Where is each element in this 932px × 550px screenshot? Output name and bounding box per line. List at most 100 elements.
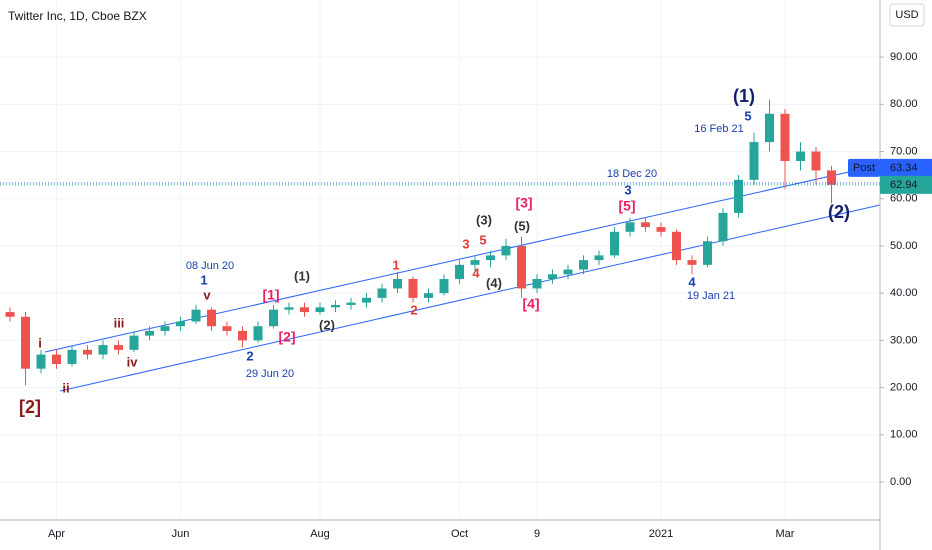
- wave-label: i: [38, 335, 42, 350]
- chart-title: Twitter Inc, 1D, Cboe BZX: [8, 9, 147, 23]
- wave-label: [2]: [19, 397, 41, 417]
- plot: [5, 99, 881, 392]
- candle-body: [641, 222, 650, 228]
- wave-label: 4: [688, 274, 696, 289]
- candle-body: [455, 264, 464, 280]
- candle-body: [5, 312, 15, 317]
- candle-body: [331, 304, 340, 308]
- y-tick-label: 50.00: [890, 240, 918, 252]
- candle-body: [439, 279, 449, 294]
- candle-body: [393, 279, 402, 289]
- candle-body: [656, 227, 666, 232]
- candle-body: [625, 222, 635, 232]
- candle-body: [610, 231, 619, 256]
- wave-label: (1): [733, 86, 755, 106]
- x-tick-label: Oct: [451, 528, 468, 540]
- y-tick-label: 40.00: [890, 287, 918, 299]
- wave-label: [3]: [515, 195, 532, 211]
- x-tick-label: Mar: [776, 528, 795, 540]
- candle-body: [703, 241, 712, 265]
- wave-label: 3: [624, 182, 631, 197]
- candle-body: [377, 288, 387, 298]
- candle-body: [21, 316, 30, 369]
- wave-label: 3: [462, 236, 469, 251]
- candle-body: [811, 151, 821, 171]
- x-tick-label: 9: [534, 528, 540, 540]
- candle-body: [238, 330, 247, 341]
- wave-label: iii: [114, 315, 125, 330]
- wave-label: [2]: [278, 329, 295, 345]
- wave-label: 2: [410, 302, 417, 317]
- candle-body: [284, 307, 294, 310]
- candle-body: [300, 307, 309, 313]
- y-tick-label: 80.00: [890, 98, 918, 110]
- x-tick-label: Aug: [310, 528, 330, 540]
- candle-body: [114, 345, 123, 350]
- candle-body: [548, 274, 557, 280]
- candle-body: [315, 307, 325, 313]
- post-price-box: [880, 158, 932, 177]
- wave-label: (2): [319, 317, 335, 332]
- y-tick-label: 70.00: [890, 145, 918, 157]
- candle-body: [749, 142, 759, 180]
- wave-label: [1]: [262, 287, 279, 303]
- wave-label: 16 Feb 21: [694, 123, 744, 135]
- wave-label: (4): [486, 275, 502, 290]
- candle-body: [253, 326, 263, 341]
- wave-label: 19 Jan 21: [687, 290, 735, 302]
- candle-body: [362, 297, 371, 303]
- last-price-box: [880, 175, 932, 194]
- wave-label: 08 Jun 20: [186, 260, 234, 272]
- candle-body: [176, 321, 185, 327]
- x-tick-label: 2021: [649, 528, 673, 540]
- candle-body: [191, 309, 201, 322]
- candle-body: [718, 212, 728, 242]
- wave-label: [5]: [618, 198, 635, 214]
- candle-body: [672, 231, 681, 261]
- wave-label: v: [203, 287, 211, 302]
- wave-label: [4]: [522, 296, 539, 312]
- candle-body: [796, 151, 805, 161]
- candle-body: [207, 309, 216, 327]
- candle-body: [129, 335, 139, 350]
- wave-label: 1: [392, 257, 399, 272]
- candle-body: [470, 260, 480, 265]
- wave-label: (2): [828, 202, 850, 222]
- wave-label: 29 Jun 20: [246, 368, 294, 380]
- wave-label: (1): [294, 268, 310, 283]
- wave-label: 18 Dec 20: [607, 168, 657, 180]
- currency: USD: [895, 9, 918, 21]
- candle-body: [83, 349, 92, 355]
- candle-body: [145, 330, 154, 336]
- candle-body: [780, 113, 790, 161]
- candle-body: [160, 326, 170, 331]
- candle-body: [687, 260, 697, 265]
- candle-body: [346, 302, 356, 305]
- y-tick-label: 20.00: [890, 381, 918, 393]
- post-tag-label: Post: [853, 162, 875, 174]
- currency-box[interactable]: [889, 3, 925, 27]
- x-tick-label: Apr: [48, 528, 65, 540]
- wave-label: (5): [514, 218, 530, 233]
- candle-body: [734, 179, 743, 213]
- candle-body: [98, 345, 108, 355]
- candle-body: [52, 354, 61, 364]
- candle-body: [222, 326, 232, 331]
- wave-label: ii: [62, 380, 69, 395]
- candle-body: [563, 269, 573, 275]
- candle-body: [67, 349, 77, 364]
- x-tick-label: Jun: [172, 528, 190, 540]
- candle-body: [594, 255, 604, 261]
- candle-body: [579, 260, 588, 270]
- last-price-label: 62.94: [890, 179, 918, 191]
- candle-body: [486, 255, 495, 261]
- wave-label: 2: [246, 348, 253, 363]
- candle-body: [517, 245, 526, 289]
- candle-body: [269, 309, 278, 327]
- wave-label: iv: [127, 354, 139, 369]
- candle-body: [501, 245, 511, 256]
- candle-body: [532, 279, 542, 289]
